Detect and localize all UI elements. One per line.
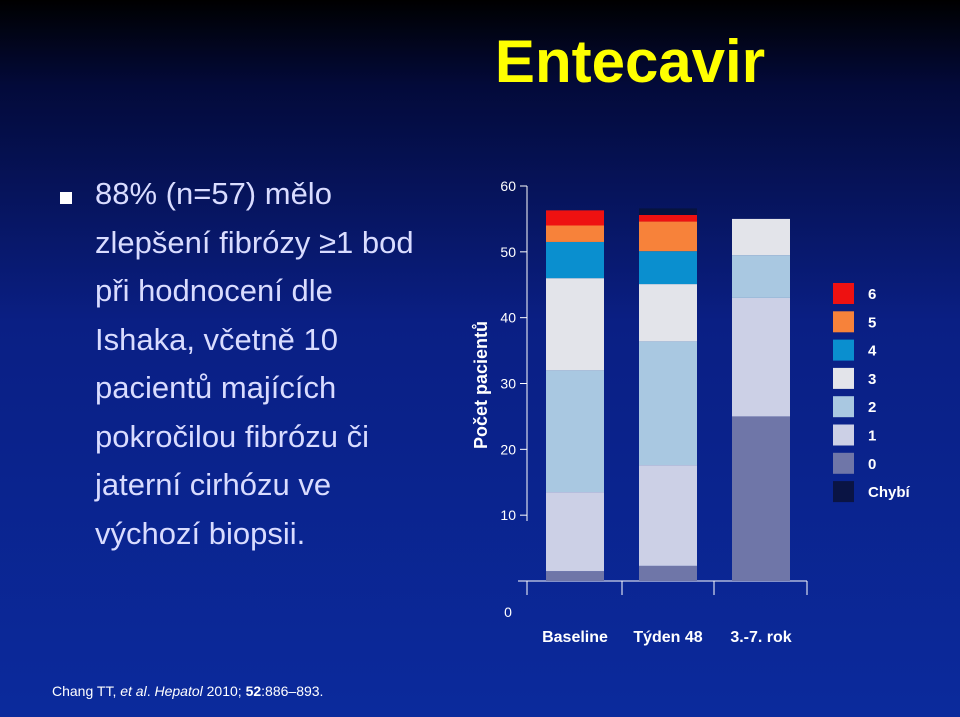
citation-journal: Hepatol xyxy=(154,683,203,699)
bullet-line: Ishaka, včetně 10 xyxy=(95,321,338,357)
bar-segment xyxy=(546,492,604,572)
legend-swatch xyxy=(833,367,854,389)
x-category-label: 3.-7. rok xyxy=(730,629,791,646)
citation-pages: :886–893. xyxy=(261,683,324,699)
bar-segment xyxy=(546,241,604,279)
bar-segment xyxy=(732,297,790,417)
citation: Chang TT, et al. Hepatol 2010; 52:886–89… xyxy=(52,683,323,699)
citation-year: 2010; xyxy=(202,683,246,699)
legend-label: 0 xyxy=(868,456,876,473)
y-tick-label: 20 xyxy=(500,441,516,457)
bullet-line: pacientů majících xyxy=(95,370,337,405)
bar-segment xyxy=(639,221,697,252)
legend-swatch xyxy=(833,452,854,474)
bar-segment xyxy=(639,465,697,566)
citation-authors: Chang TT, xyxy=(52,683,121,699)
legend-label: 3 xyxy=(868,371,876,388)
legend-label: 2 xyxy=(868,399,876,416)
x-category-label: Baseline xyxy=(542,629,608,646)
y-tick-label: 40 xyxy=(500,310,516,326)
bar-segment xyxy=(639,565,697,581)
y-tick-label: 30 xyxy=(500,376,516,392)
legend-label: 6 xyxy=(868,286,876,303)
citation-etal: et al xyxy=(120,683,147,699)
legend-swatch xyxy=(833,283,854,304)
bar-segment xyxy=(639,214,697,222)
bullet-marker xyxy=(60,192,72,204)
legend-label: 4 xyxy=(868,343,877,360)
bar-segment xyxy=(732,416,790,581)
bullet-text: 88% (n=57) mělo zlepšení fibrózy ≥1 bod … xyxy=(95,170,414,558)
legend-label: Chybí xyxy=(868,484,911,501)
y-tick-label: 10 xyxy=(500,507,516,523)
bullet-line: 88% (n=57) mělo xyxy=(95,176,332,211)
bar-segment xyxy=(546,370,604,493)
bullet-line: při hodnocení dle xyxy=(95,273,333,308)
y-axis-title: Počet pacientů xyxy=(471,321,491,449)
bullet-line: jaterní cirhózu ve xyxy=(95,467,332,502)
slide-title: Entecavir xyxy=(494,28,766,95)
bar-segment xyxy=(546,571,604,581)
legend-swatch xyxy=(833,311,854,333)
legend-label: 5 xyxy=(868,314,876,331)
legend-label: 1 xyxy=(868,428,876,445)
bar-segment xyxy=(546,278,604,371)
bar-segment xyxy=(639,251,697,285)
bar-segment xyxy=(546,225,604,242)
bar-segment xyxy=(639,341,697,466)
y-tick-label: 60 xyxy=(500,178,516,194)
bullet-line: zlepšení fibrózy ≥1 bod xyxy=(95,224,414,260)
legend-swatch xyxy=(833,339,854,361)
bar-segment xyxy=(546,210,604,226)
legend-swatch xyxy=(833,481,854,503)
bar-segment xyxy=(732,255,790,298)
citation-volume: 52 xyxy=(245,683,262,699)
bar-segment xyxy=(639,208,697,215)
bar-segment xyxy=(732,218,790,256)
y-tick-label: 50 xyxy=(500,244,516,260)
bar-segment xyxy=(639,284,697,342)
y-tick-label: 0 xyxy=(504,604,512,620)
legend-swatch xyxy=(833,396,854,418)
citation-dot: . xyxy=(146,683,155,699)
legend-swatch xyxy=(833,424,854,446)
bullet-line: pokročilou fibrózu či xyxy=(95,418,369,454)
x-category-label: Týden 48 xyxy=(633,629,702,646)
bullet-line: výchozí biopsii. xyxy=(95,515,306,551)
